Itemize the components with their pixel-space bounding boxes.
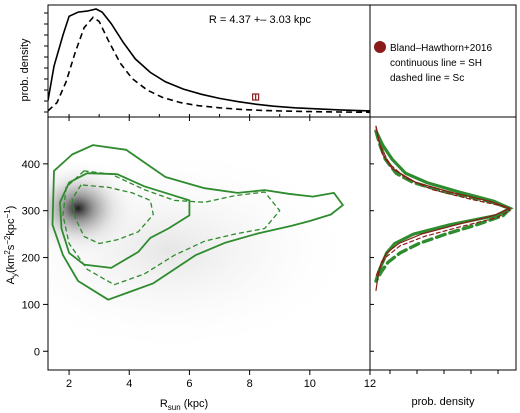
y-tick-label: 200 (22, 253, 40, 265)
top-y-label: prob. density (19, 38, 31, 101)
reference-point-marker (252, 93, 260, 101)
right-line-bland-hawthorn-2016 (375, 125, 512, 291)
contour-solid-outer (51, 144, 344, 301)
right-panel-ticks (389, 370, 499, 374)
legend-marker-label: Bland–Hawthorn+2016 (390, 43, 492, 54)
x-tick-label: 8 (247, 378, 253, 390)
contour-solid-middle (59, 172, 191, 269)
right-line-sh (374, 129, 514, 283)
legend-line-1: continuous line = SH (390, 58, 482, 69)
contour-dashed-outer (62, 170, 281, 286)
top-line-SH (48, 8, 370, 112)
x-tick-label: 2 (66, 378, 72, 390)
x-tick-label: 4 (126, 378, 132, 390)
right-line-sc (374, 129, 514, 283)
top-line-Sc (48, 16, 370, 114)
contour-dashed-middle (71, 184, 154, 245)
x-tick-label: 6 (186, 378, 192, 390)
right-panel-frame (369, 116, 517, 371)
y-axis-ticks: 0 100 200 300 400 (22, 159, 374, 358)
right-x-label: prob. density (412, 396, 475, 408)
y-tick-label: 300 (22, 206, 40, 218)
legend-marker-icon (374, 41, 386, 53)
y-axis-label: Ay(km2s−2kpc−1) (3, 206, 19, 285)
right-line-bland-hawthorn-2016-dashed- (375, 125, 512, 277)
top-panel-ticks (44, 12, 48, 113)
contours (51, 144, 344, 301)
y-tick-label: 0 (34, 346, 40, 358)
y-tick-label: 100 (22, 299, 40, 311)
top-marginal-lines (48, 8, 370, 114)
x-axis-ticks: 2 4 6 8 10 12 (66, 114, 376, 390)
result-annotation: R = 4.37 +– 3.03 kpc (209, 14, 312, 26)
x-axis-label: Rsun (kpc) (160, 398, 208, 412)
right-marginal-lines (374, 125, 514, 291)
legend-line-2: dashed line = Sc (390, 73, 464, 84)
x-tick-label: 10 (304, 378, 316, 390)
x-tick-label: 12 (364, 378, 376, 390)
y-tick-label: 400 (22, 159, 40, 171)
